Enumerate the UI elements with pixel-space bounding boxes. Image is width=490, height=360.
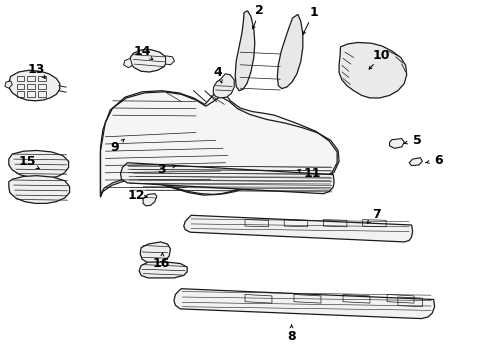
- Polygon shape: [139, 262, 187, 278]
- Text: 7: 7: [372, 208, 381, 221]
- Polygon shape: [213, 74, 234, 98]
- Text: 3: 3: [157, 163, 166, 176]
- Text: 10: 10: [372, 49, 390, 62]
- Polygon shape: [140, 242, 171, 264]
- Text: 8: 8: [287, 330, 296, 343]
- Polygon shape: [184, 215, 413, 242]
- Text: 15: 15: [19, 156, 36, 168]
- Polygon shape: [9, 176, 70, 203]
- Text: 14: 14: [133, 45, 151, 58]
- Polygon shape: [235, 11, 255, 91]
- Text: 4: 4: [214, 66, 222, 78]
- Polygon shape: [339, 42, 407, 98]
- Polygon shape: [100, 88, 337, 194]
- Text: 1: 1: [309, 6, 318, 19]
- Text: 16: 16: [153, 257, 171, 270]
- Text: 11: 11: [304, 167, 321, 180]
- Text: 13: 13: [27, 63, 45, 76]
- Polygon shape: [9, 150, 69, 178]
- Polygon shape: [130, 50, 167, 72]
- Polygon shape: [409, 158, 422, 166]
- Polygon shape: [390, 139, 404, 148]
- Text: 9: 9: [110, 141, 119, 154]
- Polygon shape: [121, 163, 334, 194]
- Text: 6: 6: [434, 154, 443, 167]
- Polygon shape: [9, 70, 60, 101]
- Polygon shape: [174, 289, 435, 319]
- Text: 2: 2: [255, 4, 264, 17]
- Polygon shape: [5, 81, 12, 88]
- Polygon shape: [277, 14, 303, 89]
- Polygon shape: [143, 194, 157, 206]
- Text: 5: 5: [413, 134, 422, 147]
- Polygon shape: [166, 56, 174, 65]
- Text: 12: 12: [127, 189, 145, 202]
- Polygon shape: [123, 58, 132, 68]
